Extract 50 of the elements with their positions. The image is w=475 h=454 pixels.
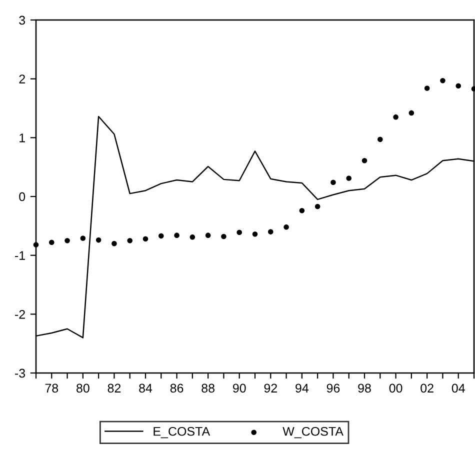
point bbox=[142, 236, 148, 242]
x-tick-label: 82 bbox=[108, 384, 121, 393]
x-tick-label: 98 bbox=[358, 384, 371, 393]
point bbox=[299, 208, 305, 214]
point bbox=[64, 238, 70, 244]
point bbox=[268, 229, 274, 234]
point bbox=[205, 232, 211, 238]
x-tick-label: 86 bbox=[170, 384, 184, 393]
point bbox=[127, 238, 133, 244]
x-tick-label: 96 bbox=[326, 384, 340, 393]
point bbox=[330, 180, 336, 186]
point bbox=[96, 237, 102, 243]
y-tick-label: -2 bbox=[15, 310, 25, 319]
x-tick-label: 90 bbox=[232, 384, 246, 393]
point bbox=[80, 236, 86, 241]
point bbox=[158, 233, 164, 239]
point bbox=[236, 230, 242, 236]
point bbox=[284, 224, 289, 230]
point bbox=[346, 176, 352, 181]
legend-label: W_COSTA bbox=[282, 426, 344, 438]
point bbox=[377, 136, 383, 142]
y-tick-label: 0 bbox=[19, 192, 26, 202]
point bbox=[424, 86, 430, 91]
y-tick-label: -1 bbox=[15, 251, 25, 260]
x-tick-label: 02 bbox=[420, 384, 434, 393]
point bbox=[314, 204, 320, 210]
y-tick-label: -3 bbox=[15, 368, 26, 378]
x-tick-label: 04 bbox=[452, 384, 465, 393]
x-tick-label: 84 bbox=[139, 384, 152, 393]
y-tick-label: 3 bbox=[19, 16, 26, 25]
point bbox=[362, 158, 368, 164]
y-tick-label: 1 bbox=[20, 134, 25, 142]
point bbox=[48, 240, 54, 246]
x-tick-label: 94 bbox=[296, 384, 309, 393]
legend-label: E_COSTA bbox=[154, 426, 210, 438]
point bbox=[252, 231, 258, 237]
x-tick-label: 00 bbox=[389, 384, 402, 393]
point bbox=[408, 110, 414, 116]
x-tick-label: 92 bbox=[264, 384, 277, 393]
point bbox=[221, 234, 226, 240]
point bbox=[456, 83, 462, 89]
point bbox=[393, 114, 398, 120]
point bbox=[190, 234, 196, 240]
x-tick-label: 80 bbox=[76, 384, 90, 393]
point bbox=[174, 232, 180, 238]
x-tick-label: 78 bbox=[45, 384, 58, 393]
point bbox=[440, 78, 446, 84]
y-tick-label: 2 bbox=[19, 74, 25, 84]
point bbox=[112, 240, 117, 246]
x-tick-label: 88 bbox=[202, 384, 214, 393]
